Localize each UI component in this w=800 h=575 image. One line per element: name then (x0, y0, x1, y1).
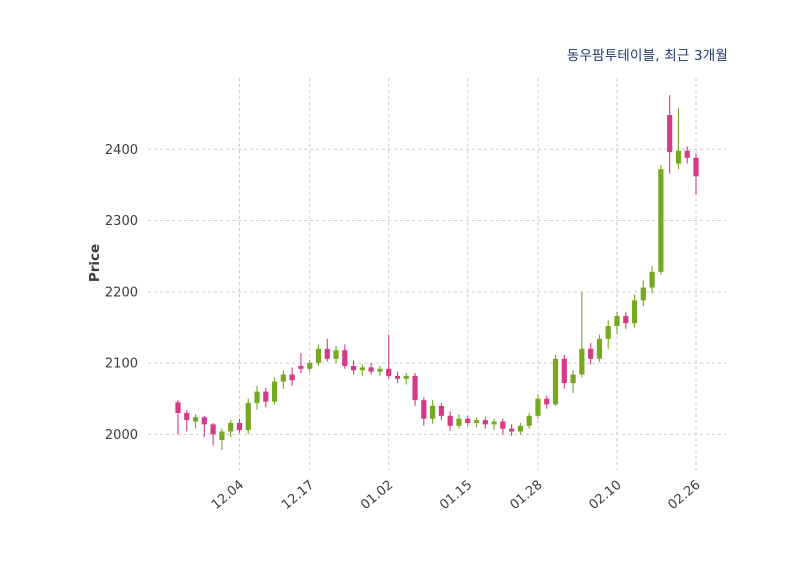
candle-down (324, 338, 330, 362)
x-tick-label: 01.28 (507, 478, 545, 513)
candle-down (289, 367, 295, 386)
candle-down (184, 410, 190, 432)
candle-up (658, 164, 664, 275)
candle-up (649, 266, 655, 294)
candle-up (219, 428, 225, 451)
candle-down (421, 397, 427, 426)
candle-down (684, 146, 690, 164)
y-tick-label: 2000 (105, 428, 138, 443)
candle-up (192, 414, 199, 429)
candle-up (640, 280, 646, 307)
x-tick-label: 02.26 (665, 478, 703, 513)
candle-up (307, 360, 313, 372)
candle-up (596, 334, 603, 362)
candle-down (544, 395, 550, 409)
candle-down (263, 388, 269, 408)
y-tick-label: 2100 (105, 357, 138, 372)
candle-down (350, 360, 357, 375)
candle-down (412, 373, 418, 406)
candle-up (491, 418, 497, 431)
candle-down (175, 400, 181, 435)
candle-down (236, 418, 243, 433)
candle-up (526, 412, 532, 429)
candle-up (271, 377, 278, 405)
candle-up (403, 373, 409, 385)
candle-down (693, 153, 699, 195)
candle-down (368, 363, 374, 375)
candle-up (675, 107, 682, 170)
candle-up (254, 385, 260, 410)
candle-down (667, 95, 673, 174)
candle-up (631, 294, 638, 328)
candle-up (552, 354, 559, 406)
x-tick-label: 12.04 (209, 478, 247, 513)
y-tick-label: 2400 (105, 143, 138, 158)
candle-down (394, 371, 401, 384)
candle-down (447, 411, 453, 431)
candle-up (315, 344, 322, 366)
y-tick-label: 2300 (105, 214, 138, 229)
candle-down (623, 311, 629, 329)
candle-down (210, 422, 216, 446)
candle-up (377, 365, 383, 376)
candle-up (614, 311, 620, 335)
y-axis-label: Price (87, 243, 103, 283)
chart-title: 동우팜투테이블, 최근 3개월 (566, 48, 728, 64)
candle-up (245, 398, 251, 435)
candle-up (456, 414, 462, 429)
candle-down (386, 334, 392, 379)
candle-down (482, 417, 488, 429)
x-tick-label: 01.02 (358, 478, 396, 513)
candle-down (298, 353, 304, 374)
candle-down (342, 344, 348, 369)
candle-up (535, 394, 541, 419)
candle-up (228, 420, 234, 438)
candle-down (500, 418, 506, 435)
candle-up (579, 291, 585, 378)
y-tick-label: 2200 (105, 285, 138, 300)
candle-down (438, 403, 444, 421)
x-tick-label: 01.15 (437, 478, 475, 513)
candle-up (517, 422, 524, 435)
candle-down (588, 343, 594, 365)
x-tick-label: 02.10 (586, 478, 624, 513)
candle-down (561, 354, 567, 389)
candle-up (605, 320, 611, 349)
candle-up (570, 370, 576, 394)
candle-down (509, 424, 515, 436)
x-tick-label: 12.17 (279, 478, 317, 513)
candle-up (430, 400, 436, 424)
candle-up (333, 345, 339, 364)
candle-down (465, 415, 471, 426)
candle-down (201, 415, 207, 438)
candle-up (280, 370, 286, 389)
candle-up (359, 364, 365, 376)
candle-up (473, 417, 480, 428)
